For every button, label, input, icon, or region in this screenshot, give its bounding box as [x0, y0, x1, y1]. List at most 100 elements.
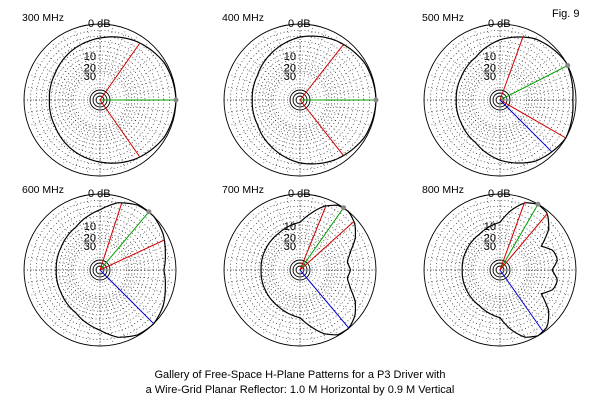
grid-ring [230, 200, 370, 340]
grid-ring [430, 30, 570, 170]
chart-title: 700 MHz [222, 184, 264, 196]
ring-label: 0 dB [88, 188, 111, 200]
half-power-line [299, 205, 327, 271]
grid-spoke [309, 220, 359, 263]
grid-ring [241, 211, 359, 329]
grid-spoke [228, 273, 289, 297]
grid-spoke [307, 109, 350, 159]
grid-spoke [307, 211, 350, 261]
grid-spoke [441, 277, 491, 320]
grid-spoke [509, 277, 559, 320]
ring-label: 10 [84, 221, 96, 233]
grid-spoke [307, 41, 350, 91]
grid-spoke [511, 273, 572, 297]
chart-title: 300 MHz [22, 12, 64, 24]
grid-spoke [311, 273, 372, 297]
grid-spoke [250, 41, 293, 91]
grid-spoke [111, 101, 175, 114]
half-power-line [99, 42, 141, 101]
grid-spoke [511, 103, 572, 127]
chart-title: 600 MHz [22, 184, 64, 196]
grid-ring [450, 50, 550, 150]
grid-spoke [228, 243, 289, 267]
grid-ring [467, 67, 533, 133]
grid-spoke [50, 41, 93, 91]
rear-lobe-line [299, 269, 350, 329]
grid-spoke [311, 103, 372, 127]
grid-ring [465, 65, 535, 135]
radiation-pattern [260, 204, 356, 336]
chart-title: 800 MHz [422, 184, 464, 196]
ring-label: 30 [84, 71, 96, 83]
grid-spoke [103, 198, 127, 259]
rear-lobe-line [99, 269, 155, 325]
grid-spoke [286, 111, 299, 175]
grid-spoke [107, 279, 150, 329]
half-power-line [99, 202, 123, 271]
ring-label: 20 [484, 232, 496, 244]
chart-title: 500 MHz [422, 12, 464, 24]
grid-ring [441, 211, 559, 329]
grid-spoke [511, 243, 572, 267]
figure-label: Fig. 9 [552, 8, 580, 20]
ring-label: 0 dB [288, 18, 311, 30]
grid-spoke [441, 107, 491, 150]
grid-spoke [311, 271, 375, 284]
ring-label: 10 [284, 221, 296, 233]
grid-spoke [50, 109, 93, 159]
grid-spoke [301, 111, 314, 175]
max-gain-marker [565, 63, 571, 68]
grid-spoke [109, 107, 159, 150]
ring-label: 30 [284, 241, 296, 253]
grid-spoke [86, 281, 99, 345]
half-power-line [99, 239, 165, 271]
ring-label: 0 dB [88, 18, 111, 30]
grid-ring [41, 211, 159, 329]
grid-spoke [73, 281, 97, 342]
half-power-line [499, 202, 525, 271]
ring-label: 0 dB [288, 188, 311, 200]
grid-ring [461, 231, 539, 309]
half-power-line [299, 221, 355, 271]
grid-spoke [41, 107, 91, 150]
grid-spoke [511, 271, 575, 284]
grid-spoke [507, 109, 550, 159]
grid-spoke [450, 109, 493, 159]
grid-spoke [228, 103, 289, 127]
grid-spoke [509, 107, 559, 150]
ring-label: 30 [484, 71, 496, 83]
max-gain-line [99, 211, 150, 271]
grid-spoke [303, 281, 327, 342]
grid-spoke [241, 220, 291, 263]
ring-label: 10 [484, 221, 496, 233]
ring-label: 30 [484, 241, 496, 253]
grid-spoke [450, 211, 493, 261]
grid-spoke [425, 271, 489, 284]
grid-spoke [501, 111, 514, 175]
ring-label: 30 [284, 71, 296, 83]
grid-spoke [301, 195, 314, 259]
grid-spoke [309, 277, 359, 320]
grid-spoke [303, 28, 327, 89]
grid-ring [465, 235, 535, 305]
grid-ring [30, 200, 170, 340]
grid-spoke [311, 101, 375, 114]
ring-label: 20 [284, 232, 296, 244]
half-power-line [499, 213, 548, 271]
half-power-line [499, 36, 524, 101]
max-gain-line [299, 207, 345, 271]
grid-spoke [250, 109, 293, 159]
grid-spoke [41, 220, 91, 263]
grid-spoke [509, 50, 559, 93]
grid-spoke [41, 277, 91, 320]
grid-spoke [41, 50, 91, 93]
grid-spoke [507, 41, 550, 91]
max-gain-line [499, 65, 568, 101]
max-gain-marker [535, 201, 541, 207]
caption-line-1: Gallery of Free-Space H-Plane Patterns f… [154, 369, 446, 381]
grid-spoke [86, 111, 99, 175]
